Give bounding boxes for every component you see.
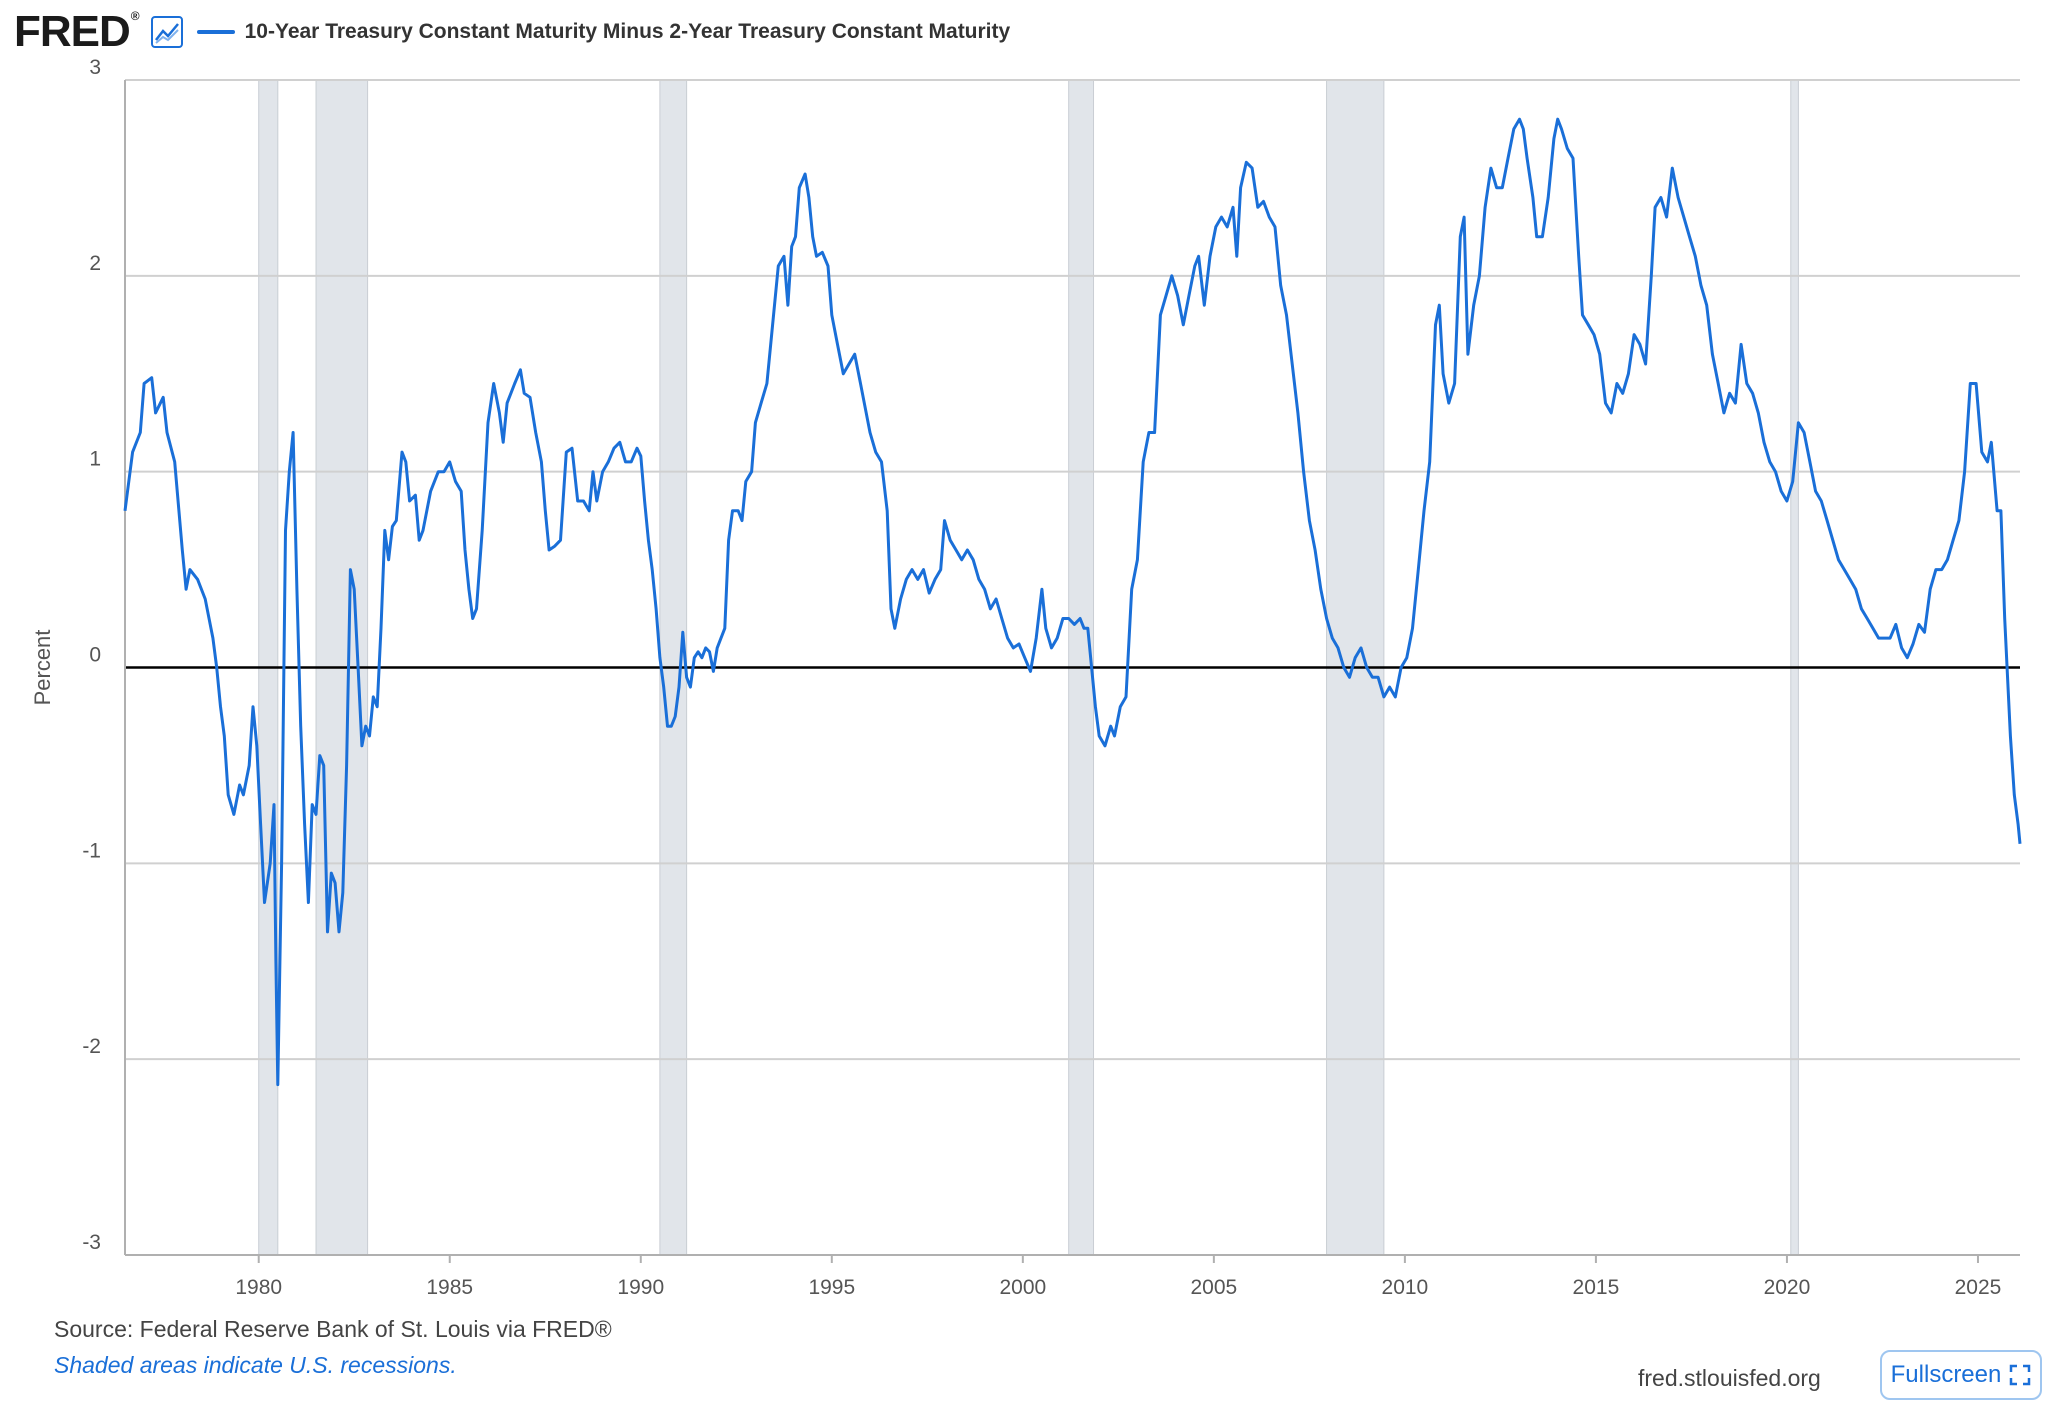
chart-header: FRED® 10-Year Treasury Constant Maturity…	[14, 10, 1010, 54]
fred-url[interactable]: fred.stlouisfed.org	[1638, 1365, 1821, 1391]
x-tick-label: 1980	[235, 1276, 282, 1299]
line-chart: 3 2 1 0 -1 -2 -3 1980 1985 1990 1995 2000 2005 2010 20…	[30, 56, 2022, 1299]
x-tick-label: 1990	[617, 1276, 664, 1299]
chart-legend: 10-Year Treasury Constant Maturity Minus…	[196, 20, 1011, 44]
legend-series-label[interactable]: 10-Year Treasury Constant Maturity Minus…	[244, 20, 1011, 43]
y-tick-label: -2	[82, 1035, 101, 1058]
x-tick-label: 1985	[426, 1276, 473, 1299]
y-tick-label: 3	[89, 56, 101, 79]
y-tick-label: 1	[89, 448, 101, 471]
x-tick-label: 2025	[1955, 1276, 2002, 1299]
y-tick-label: 2	[89, 252, 101, 275]
y-axis-title: Percent	[30, 630, 55, 706]
fullscreen-button[interactable]: Fullscreen	[1880, 1350, 2042, 1400]
x-tick-label: 2010	[1382, 1276, 1429, 1299]
fullscreen-icon	[2010, 1364, 2031, 1386]
x-tick-label: 2005	[1191, 1276, 1238, 1299]
recession-note[interactable]: Shaded areas indicate U.S. recessions.	[54, 1352, 457, 1378]
source-note: Source: Federal Reserve Bank of St. Loui…	[54, 1316, 612, 1342]
line-chart-icon[interactable]	[150, 16, 183, 48]
x-tick-label: 2015	[1573, 1276, 1620, 1299]
series-line	[123, 117, 2022, 1087]
x-tick-label: 1995	[808, 1276, 855, 1299]
x-tick-label: 2000	[999, 1276, 1046, 1299]
y-tick-label: -3	[82, 1231, 101, 1254]
fullscreen-label: Fullscreen	[1890, 1361, 2002, 1388]
x-tick-label: 2020	[1764, 1276, 1811, 1299]
y-tick-label: 0	[89, 644, 101, 667]
legend-swatch	[196, 30, 235, 34]
y-tick-label: -1	[82, 839, 101, 862]
fred-logo[interactable]: FRED®	[14, 7, 140, 56]
